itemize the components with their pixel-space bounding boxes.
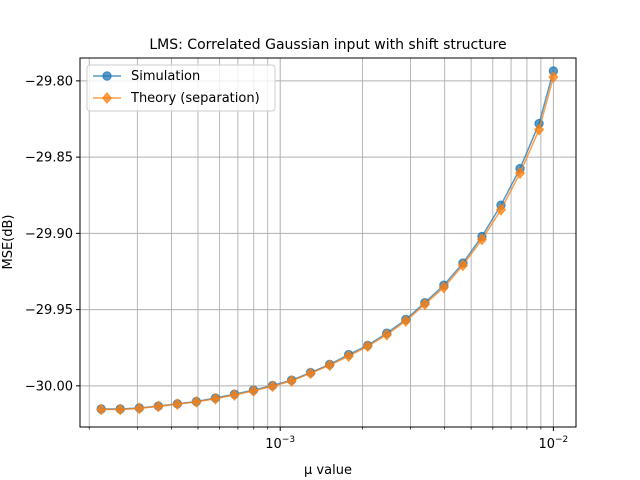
data-point: [362, 340, 373, 353]
data-point: [134, 402, 145, 415]
y-tick-label: −29.85: [25, 151, 73, 166]
y-tick-label: −29.95: [25, 303, 73, 318]
data-point: [210, 392, 221, 405]
y-tick-label: −29.80: [25, 74, 73, 89]
data-point: [153, 400, 164, 413]
y-axis-label: MSE(dB): [1, 215, 16, 270]
series-theory: [96, 71, 559, 416]
y-tick-label: −30.00: [25, 379, 73, 394]
data-point: [438, 281, 449, 294]
data-point: [96, 403, 107, 416]
data-point: [267, 380, 278, 393]
grid-lines: [80, 58, 576, 427]
data-point: [324, 359, 335, 372]
data-point: [229, 389, 240, 401]
data-point: [400, 315, 411, 327]
data-point: [286, 374, 297, 387]
legend-swatches: [93, 71, 121, 104]
data-point: [548, 71, 559, 84]
legend-marker-diamond: [101, 92, 113, 104]
data-point: [495, 203, 507, 216]
plot-area: [80, 58, 576, 427]
x-axis-label: μ value: [304, 463, 352, 478]
data-point: [248, 384, 259, 397]
data-point: [533, 123, 545, 136]
legend-marker-circle: [102, 71, 112, 81]
plot-frame: [79, 57, 577, 428]
data-point: [305, 367, 316, 380]
data-point: [172, 398, 183, 411]
y-tick-label: −29.90: [25, 227, 73, 242]
legend-label-theory: Theory (separation): [130, 91, 260, 106]
data-point: [419, 298, 430, 311]
legend: Simulation Theory (separation): [86, 64, 276, 112]
data-point: [191, 395, 202, 408]
legend-box: [86, 64, 276, 112]
data-point: [115, 403, 126, 416]
data-point: [457, 259, 468, 272]
data-point: [343, 350, 354, 363]
data-point: [514, 167, 526, 180]
legend-label-simulation: Simulation: [131, 69, 200, 84]
series-layer: [96, 66, 559, 416]
chart-title: LMS: Correlated Gaussian input with shif…: [149, 37, 506, 53]
data-point: [476, 233, 488, 246]
data-point: [381, 328, 392, 341]
